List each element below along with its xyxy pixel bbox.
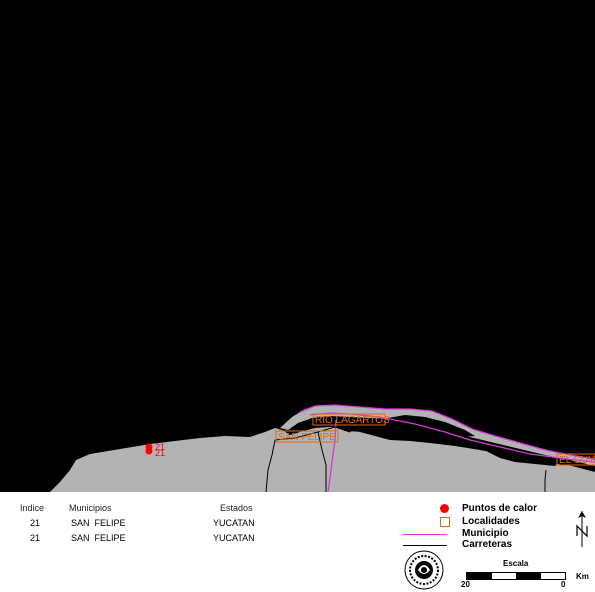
- hotspot-label: 21: [155, 442, 165, 452]
- row-municipio: SAN FELIPE: [71, 533, 126, 543]
- header-estado: Estados: [220, 503, 253, 513]
- legend-municipio: Municipio: [462, 528, 509, 539]
- header-municipio: Municipios: [69, 503, 112, 513]
- map-canvas: RIO LAGARTOS SAN FELIPE EL CUYO 21 21: [0, 0, 595, 492]
- row-municipio: SAN FELIPE: [71, 518, 126, 528]
- legend-localities: Localidades: [462, 516, 520, 527]
- north-arrow-icon: [576, 511, 588, 547]
- header-index: Indice: [20, 503, 45, 513]
- locality-label: SAN FELIPE: [278, 432, 336, 443]
- map-footer: Indice Municipios Estados 21 SAN FELIPE …: [0, 492, 595, 592]
- row-estado: YUCATAN: [213, 518, 255, 528]
- road-legend-line: [403, 545, 447, 546]
- sea-area: [0, 0, 595, 492]
- municipio-boundary: [299, 404, 595, 460]
- hotspot-marker: 21: [145, 447, 165, 458]
- road: [274, 426, 351, 441]
- municipio-legend-line: [403, 534, 447, 535]
- scale-title: Escala: [503, 559, 529, 568]
- hotspot-legend-icon: [440, 504, 449, 513]
- scale-bar: [466, 572, 566, 580]
- road: [544, 469, 547, 492]
- locality-label: RIO LAGARTOS: [315, 415, 390, 426]
- scale-right-label: 0: [561, 580, 566, 589]
- agency-seal-icon: [404, 550, 444, 590]
- barrier-island: [280, 405, 595, 466]
- mainland: [50, 427, 595, 492]
- road: [265, 439, 276, 492]
- locality-rio-lagartos: RIO LAGARTOS: [312, 413, 390, 426]
- locality-label: EL CUYO: [559, 455, 595, 466]
- row-index: 21: [30, 533, 41, 543]
- row-estado: YUCATAN: [213, 533, 255, 543]
- locality-el-cuyo: EL CUYO: [556, 453, 595, 466]
- locality-san-felipe: SAN FELIPE: [275, 430, 339, 443]
- municipio-boundary-3: [327, 419, 337, 492]
- road: [317, 431, 327, 492]
- locality-legend-icon: [440, 517, 450, 527]
- row-index: 21: [30, 518, 41, 528]
- legend-roads: Carreteras: [462, 539, 513, 550]
- hotspot-label: 21: [155, 448, 165, 458]
- legend-hotspots: Puntos de calor: [462, 503, 538, 514]
- scale-left-label: 20: [461, 580, 470, 589]
- lagoon: [388, 415, 475, 437]
- scale-unit-label: Km: [576, 572, 589, 581]
